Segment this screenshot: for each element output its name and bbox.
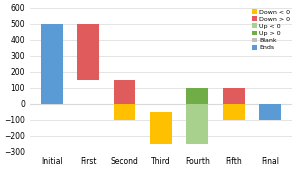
Bar — [186, 88, 208, 104]
Bar — [114, 80, 136, 104]
Bar — [114, 104, 136, 120]
Bar — [223, 88, 244, 104]
Bar — [186, 104, 208, 144]
Legend: Down < 0, Down > 0, Up < 0, Up > 0, Blank, Ends: Down < 0, Down > 0, Up < 0, Up > 0, Blan… — [251, 8, 291, 52]
Bar — [150, 112, 172, 144]
Bar — [77, 24, 99, 80]
Bar — [150, 104, 172, 112]
Bar — [41, 24, 63, 104]
Bar — [259, 104, 281, 120]
Bar — [77, 80, 99, 104]
Bar — [223, 104, 244, 120]
